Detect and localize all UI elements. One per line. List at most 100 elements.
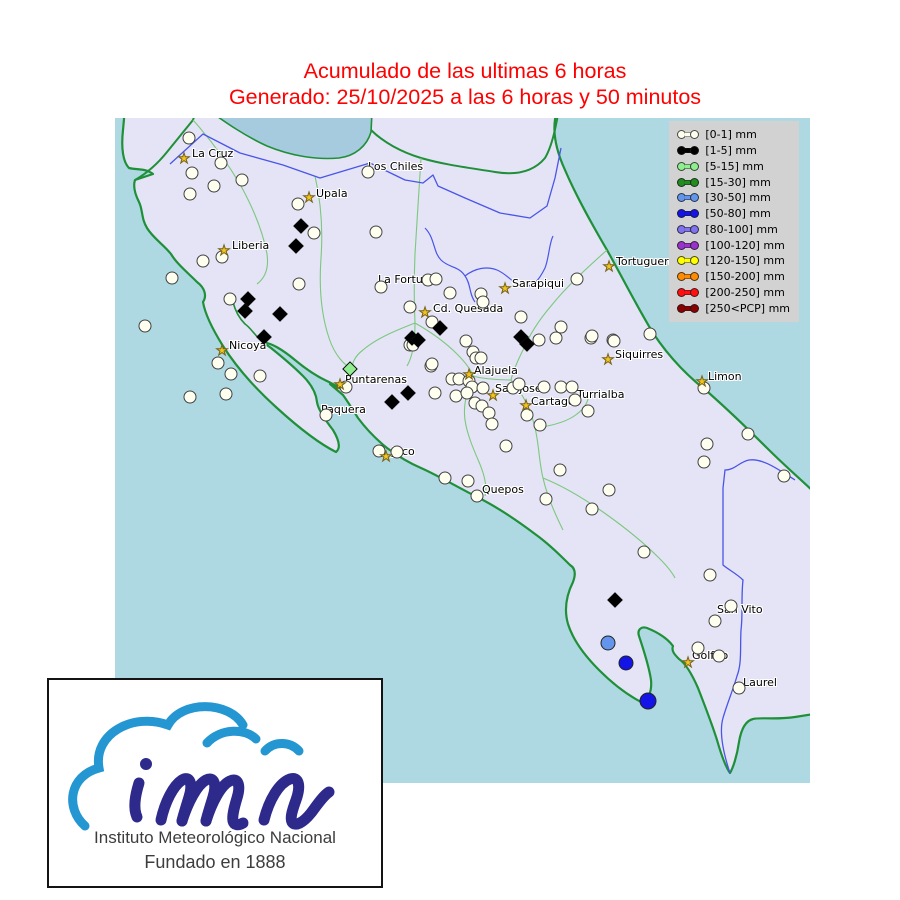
city-star-icon: ★ (333, 377, 347, 393)
rain-station-marker-0-1mm (700, 437, 714, 451)
rain-station-marker-0-1mm (319, 408, 333, 422)
rain-station-marker-0-1mm (581, 404, 595, 418)
legend-item: [0-1] mm (677, 128, 790, 141)
imn-cloud-graphic (68, 702, 335, 831)
rain-station-marker-0-1mm (703, 568, 717, 582)
city-label: Turrialba (577, 388, 625, 401)
rain-station-marker-0-1mm (476, 381, 490, 395)
rain-station-marker-0-1mm (219, 387, 233, 401)
rain-station-marker-0-1mm (585, 329, 599, 343)
rain-station-marker-0-1mm (712, 649, 726, 663)
rain-station-marker-0-1mm (697, 381, 711, 395)
rain-station-marker-0-1mm (732, 681, 746, 695)
city-label: Nicoya (229, 339, 267, 352)
city-star-icon: ★ (379, 449, 393, 465)
logo-institute-name: Instituto Meteorológico Nacional (94, 828, 336, 847)
legend-item: [200-250] mm (677, 286, 790, 299)
rain-station-marker-0-1mm (697, 455, 711, 469)
rain-station-marker-0-1mm (390, 445, 404, 459)
city-star-icon: ★ (602, 259, 616, 275)
city-star-icon: ★ (217, 243, 231, 259)
rain-station-marker-0-1mm (708, 614, 722, 628)
legend-item-label: [30-50] mm (705, 191, 771, 205)
rain-station-marker-0-1mm (607, 334, 621, 348)
rivers (424, 227, 554, 303)
legend-swatch-icon (677, 193, 700, 203)
rain-station-marker-0-1mm (474, 351, 488, 365)
legend-item: [1-5] mm (677, 144, 790, 157)
legend-item-label: [250<PCP] mm (705, 301, 790, 315)
city-label: Laurel (743, 676, 777, 689)
city-label: Alajuela (474, 364, 518, 377)
rain-station-marker-0-1mm (724, 599, 738, 613)
city-star-icon: ★ (601, 352, 615, 368)
rain-station-marker-0-1mm (165, 271, 179, 285)
legend-swatch-icon (677, 224, 700, 234)
rain-station-marker-0-1mm (602, 483, 616, 497)
rain-station-marker-0-1mm (253, 369, 267, 383)
rain-station-marker-0-1mm (339, 380, 353, 394)
legend-item-label: [0-1] mm (705, 128, 757, 142)
legend-swatch-icon (677, 130, 700, 140)
rain-station-marker-0-1mm (307, 226, 321, 240)
legend-item: [120-150] mm (677, 254, 790, 267)
rain-station-marker-0-1mm (207, 179, 221, 193)
rain-station-marker-0-1mm (637, 545, 651, 559)
city-star-icon: ★ (486, 388, 500, 404)
rain-station-marker-0-1mm (403, 300, 417, 314)
rain-station-marker-0-1mm (514, 310, 528, 324)
rain-station-marker-0-1mm (461, 474, 475, 488)
rain-station-marker-0-1mm (182, 131, 196, 145)
legend-item-label: [1-5] mm (705, 143, 757, 157)
city-label: Liberia (232, 239, 270, 252)
title-line1: Acumulado de las ultimas 6 horas (303, 59, 627, 83)
city-star-icon: ★ (177, 151, 191, 167)
rain-station-marker-0-1mm (512, 377, 526, 391)
rain-station-marker-0-1mm (532, 333, 546, 347)
rain-station-marker-0-1mm (691, 641, 705, 655)
rain-station-marker-0-1mm (428, 386, 442, 400)
cloud-icon (68, 702, 304, 831)
legend-item-label: [150-200] mm (705, 270, 785, 284)
rain-station-marker-0-1mm (553, 463, 567, 477)
city-label: Limon (708, 370, 742, 383)
legend-swatch-icon (677, 209, 700, 219)
page-title: Acumulado de las ultimas 6 horas Generad… (15, 58, 900, 110)
logo-founded-text: Fundado en 1888 (144, 852, 286, 872)
city-label: Upala (316, 187, 348, 200)
rain-station-marker-0-1mm (539, 492, 553, 506)
rain-station-marker-0-1mm (470, 489, 484, 503)
panama-border-blue (720, 459, 796, 774)
legend-swatch-icon (677, 145, 700, 155)
rain-station-marker-0-1mm (372, 444, 386, 458)
imn-i-dot (140, 758, 152, 770)
legend-item-label: [15-30] mm (705, 175, 771, 189)
city-star-icon: ★ (498, 281, 512, 297)
legend-swatch-icon (677, 256, 700, 266)
rain-station-marker-0-1mm (565, 380, 579, 394)
legend-item: [5-15] mm (677, 160, 790, 173)
province-borders (192, 119, 676, 579)
city-label: Siquirres (615, 348, 664, 361)
rain-station-marker-0-1mm (235, 173, 249, 187)
legend-item-label: [200-250] mm (705, 286, 785, 299)
imn-logo: Instituto Meteorológico Nacional Fundado… (47, 678, 383, 888)
city-star-icon: ★ (695, 374, 709, 390)
legend-swatch-icon (677, 161, 700, 171)
costa-rica-rain-map: La Cruz Upala Los Chiles Liberia La Fortuna C… (115, 118, 810, 783)
rain-station-marker-0-1mm (499, 439, 513, 453)
nicaragua-border-blue (169, 133, 562, 219)
legend-swatch-icon (677, 272, 700, 282)
rain-station-marker-0-1mm (224, 367, 238, 381)
city-star-icon: ★ (681, 655, 695, 671)
legend-item: [50-80] mm (677, 207, 790, 220)
rain-station-marker-0-1mm (476, 295, 490, 309)
nicaragua-border-green (134, 118, 559, 181)
legend-item-label: [80-100] mm (705, 222, 778, 236)
city-label: Puntarenas (345, 373, 407, 386)
legend-swatch-icon (677, 288, 700, 297)
rain-station-marker-0-1mm (568, 393, 582, 407)
legend-item-label: [50-80] mm (705, 207, 771, 221)
city-label: Quepos (482, 483, 524, 496)
